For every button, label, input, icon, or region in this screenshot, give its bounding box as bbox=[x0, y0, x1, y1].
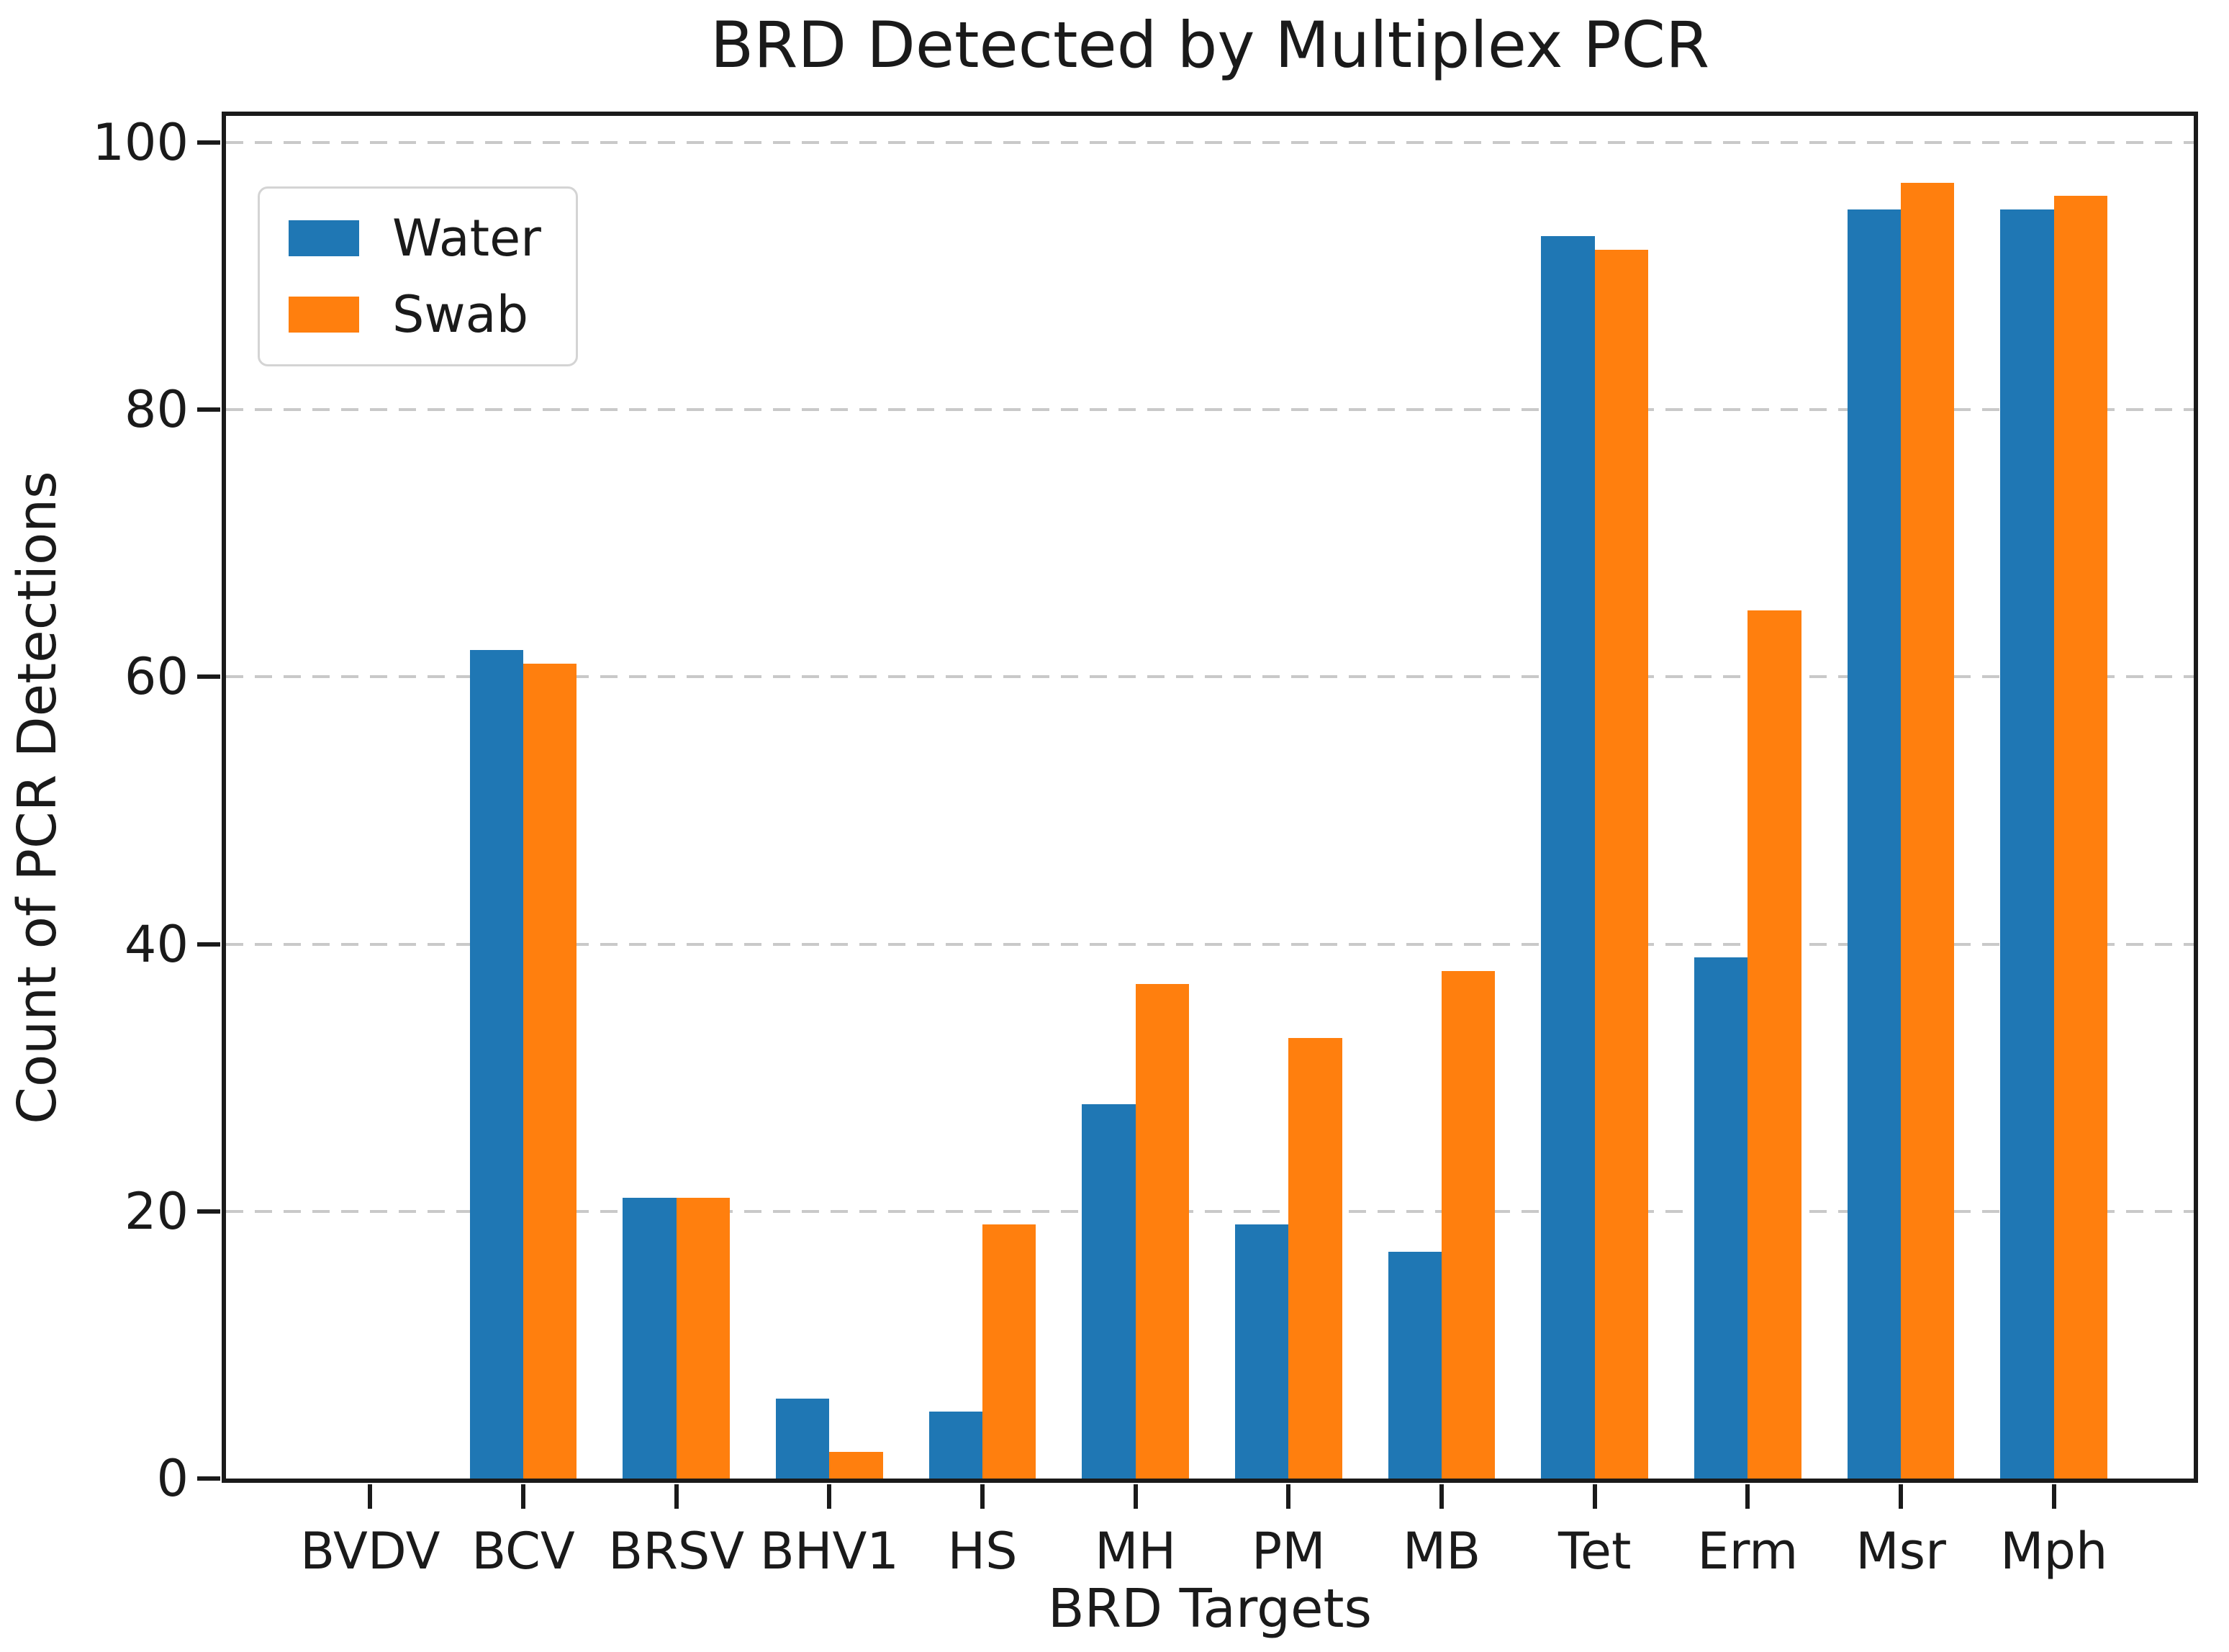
y-tick-mark-0 bbox=[197, 1476, 220, 1481]
bar-swab-mph bbox=[2053, 196, 2108, 1479]
category-slot-bvdv: BVDV bbox=[294, 116, 447, 1576]
x-tick-mark-msr bbox=[1899, 1484, 1904, 1509]
x-tick-label-mb: MB bbox=[1402, 1522, 1481, 1581]
gridline-y80 bbox=[226, 408, 2194, 412]
bar-swab-msr bbox=[1901, 182, 1955, 1479]
x-tick-mark-erm bbox=[1745, 1484, 1750, 1509]
y-axis-label: Count of PCR Detections bbox=[6, 471, 68, 1124]
x-tick-label-hs: HS bbox=[947, 1522, 1018, 1581]
water-swatch bbox=[289, 220, 359, 256]
x-tick-mark-mb bbox=[1439, 1484, 1444, 1509]
bar-swab-bhv1 bbox=[829, 1451, 883, 1479]
y-tick-mark-40 bbox=[197, 942, 220, 947]
x-tick-mark-bhv1 bbox=[827, 1484, 832, 1509]
category-slot-mph: Mph bbox=[1977, 116, 2130, 1576]
gridline-y60 bbox=[226, 675, 2194, 679]
x-tick-label-bcv: BCV bbox=[471, 1522, 575, 1581]
legend-label-swab: Swab bbox=[392, 285, 529, 344]
bar-water-mb bbox=[1388, 1251, 1442, 1479]
x-tick-label-bvdv: BVDV bbox=[300, 1522, 440, 1581]
y-tick-mark-100 bbox=[197, 140, 220, 145]
category-slot-brsv: BRSV bbox=[600, 116, 753, 1576]
category-slot-erm: Erm bbox=[1671, 116, 1825, 1576]
bar-swab-bcv bbox=[523, 663, 577, 1479]
y-tick-label-80: 80 bbox=[124, 380, 189, 440]
bar-water-hs bbox=[928, 1412, 983, 1479]
swab-swatch bbox=[289, 297, 359, 333]
x-tick-mark-bcv bbox=[521, 1484, 525, 1509]
bar-water-pm bbox=[1234, 1224, 1289, 1479]
bar-water-mh bbox=[1082, 1104, 1136, 1479]
bar-swab-hs bbox=[982, 1224, 1036, 1479]
bars-container: BVDV BCV BRSV BHV1 HS MH PM MB Tet Erm Msr Mph bbox=[226, 116, 2194, 1576]
x-tick-mark-tet bbox=[1592, 1484, 1597, 1509]
gridline-y20 bbox=[226, 1209, 2194, 1213]
category-slot-hs: HS bbox=[906, 116, 1059, 1576]
x-tick-mark-mph bbox=[2051, 1484, 2056, 1509]
bar-swab-tet bbox=[1594, 249, 1649, 1479]
plot-area: Water Swab BVDV BCV BRSV BHV1 HS MH PM MB Tet Erm… bbox=[92, 112, 2198, 1576]
category-slot-bhv1: BHV1 bbox=[753, 116, 906, 1576]
bar-swab-mh bbox=[1135, 984, 1190, 1479]
gridline-y40 bbox=[226, 942, 2194, 946]
category-slot-mh: MH bbox=[1059, 116, 1212, 1576]
x-tick-mark-bvdv bbox=[368, 1484, 373, 1509]
x-tick-mark-hs bbox=[980, 1484, 985, 1509]
bar-water-msr bbox=[1847, 209, 1902, 1479]
legend-item-water: Water bbox=[289, 213, 541, 263]
bar-swab-pm bbox=[1288, 1037, 1342, 1479]
bar-water-brsv bbox=[623, 1198, 677, 1479]
y-tick-mark-60 bbox=[197, 674, 220, 680]
x-tick-mark-pm bbox=[1286, 1484, 1291, 1509]
bar-water-mph bbox=[2000, 209, 2054, 1479]
x-tick-label-mph: Mph bbox=[2000, 1522, 2108, 1581]
x-tick-label-msr: Msr bbox=[1855, 1522, 1946, 1581]
category-slot-msr: Msr bbox=[1825, 116, 1978, 1576]
bar-swab-erm bbox=[1748, 610, 1801, 1479]
x-axis-label: BRD Targets bbox=[1047, 1578, 1373, 1640]
bar-swab-mb bbox=[1442, 970, 1496, 1479]
y-tick-label-40: 40 bbox=[124, 914, 189, 974]
category-slot-mb: MB bbox=[1365, 116, 1519, 1576]
x-tick-label-tet: Tet bbox=[1558, 1522, 1632, 1581]
category-slot-tet: Tet bbox=[1518, 116, 1671, 1576]
bar-water-erm bbox=[1694, 957, 1748, 1479]
y-tick-mark-20 bbox=[197, 1209, 220, 1214]
x-tick-label-bhv1: BHV1 bbox=[759, 1522, 899, 1581]
bar-water-tet bbox=[1541, 236, 1595, 1479]
gridline-y100 bbox=[226, 141, 2194, 145]
y-tick-label-60: 60 bbox=[124, 647, 189, 707]
x-tick-label-erm: Erm bbox=[1697, 1522, 1799, 1581]
y-tick-label-20: 20 bbox=[124, 1181, 189, 1241]
legend-label-water: Water bbox=[392, 209, 541, 268]
y-tick-label-0: 0 bbox=[156, 1449, 189, 1508]
x-tick-label-mh: MH bbox=[1095, 1522, 1177, 1581]
bar-water-bhv1 bbox=[775, 1398, 830, 1479]
x-tick-label-pm: PM bbox=[1252, 1522, 1326, 1581]
legend-item-swab: Swab bbox=[289, 289, 541, 340]
category-slot-bcv: BCV bbox=[447, 116, 600, 1576]
category-slot-pm: PM bbox=[1212, 116, 1365, 1576]
x-tick-label-brsv: BRSV bbox=[608, 1522, 745, 1581]
bar-swab-brsv bbox=[676, 1198, 731, 1479]
legend: Water Swab bbox=[258, 186, 578, 366]
bar-water-bcv bbox=[469, 650, 523, 1479]
y-tick-label-100: 100 bbox=[92, 113, 189, 173]
chart-title: BRD Detected by Multiplex PCR bbox=[710, 8, 1710, 82]
y-tick-mark-80 bbox=[197, 407, 220, 412]
x-tick-mark-mh bbox=[1133, 1484, 1138, 1509]
x-tick-mark-brsv bbox=[674, 1484, 679, 1509]
